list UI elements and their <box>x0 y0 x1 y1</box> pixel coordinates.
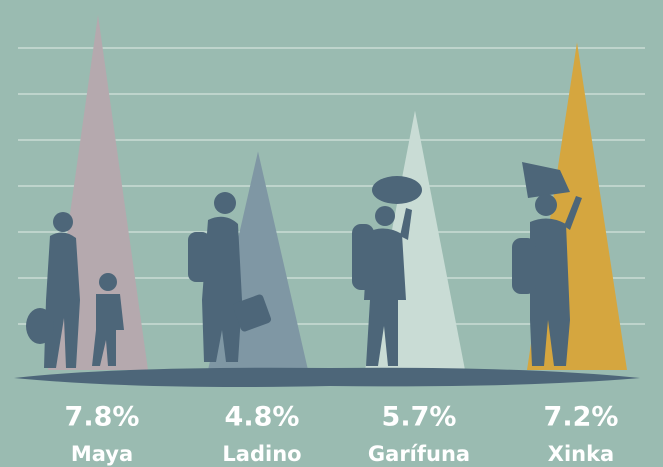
labels: 7.8% Maya 4.8% Ladino 5.7% Garífuna 7.2% Xinka <box>65 402 619 467</box>
value-label: 7.2% <box>544 402 619 433</box>
ground <box>14 367 640 387</box>
silhouette-ladino <box>188 192 272 362</box>
value-label: 7.8% <box>65 402 140 433</box>
value-label: 5.7% <box>382 402 457 433</box>
category-label: Xinka <box>548 442 614 466</box>
silhouette-xinka <box>512 162 582 366</box>
silhouette-maya <box>26 212 124 368</box>
category-label: Ladino <box>222 442 301 466</box>
category-label: Maya <box>71 442 133 466</box>
category-label: Garífuna <box>368 442 470 466</box>
value-label: 4.8% <box>225 402 300 433</box>
silhouettes <box>26 162 582 368</box>
silhouette-garifuna <box>352 176 422 366</box>
